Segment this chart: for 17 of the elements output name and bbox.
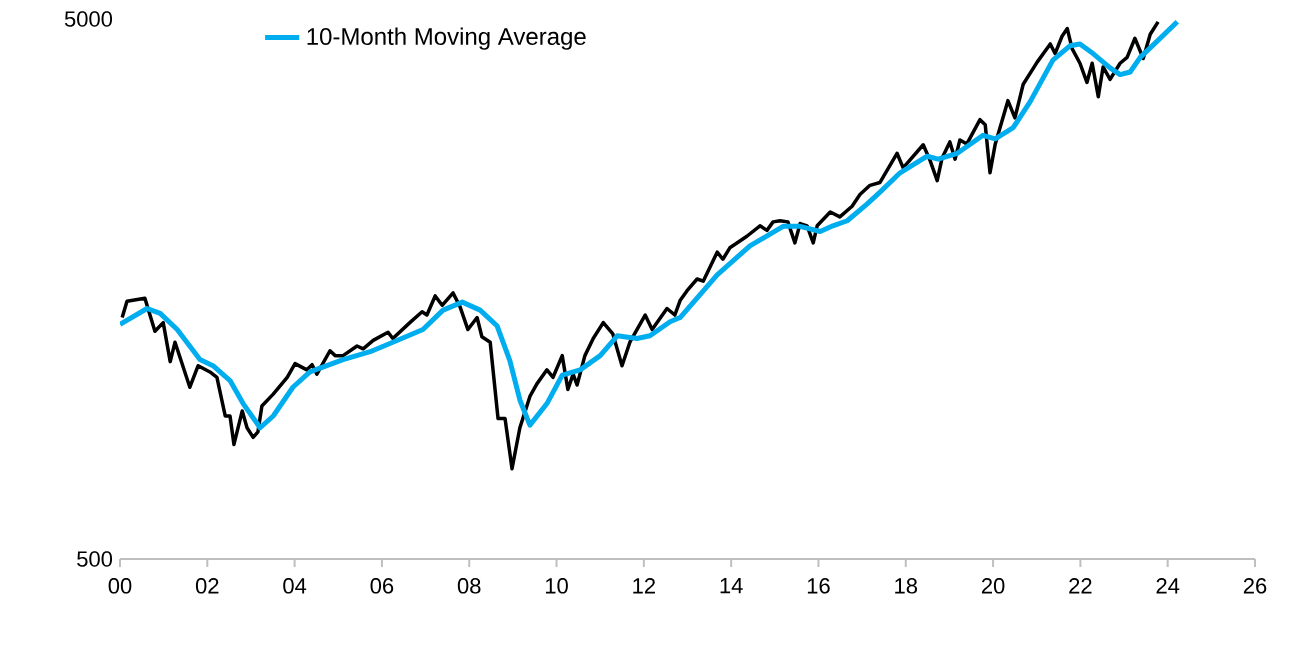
x-tick-label: 08 xyxy=(457,578,481,594)
x-tick-label: 20 xyxy=(981,578,1005,594)
legend-label: 10-Month Moving Average xyxy=(307,27,586,50)
y-tick-label: 500 xyxy=(77,551,113,567)
x-tick-label: 06 xyxy=(370,578,394,594)
x-tick-label: 16 xyxy=(807,578,830,594)
x-tick-label: 22 xyxy=(1069,578,1092,594)
y-tick-label: 5000 xyxy=(64,11,113,27)
x-tick-label: 10 xyxy=(545,578,568,594)
x-tick-label: 02 xyxy=(195,578,219,594)
x-tick-label: 12 xyxy=(633,578,655,594)
x-tick-label: 00 xyxy=(108,578,132,594)
x-tick-label: 26 xyxy=(1243,578,1267,594)
x-tick-label: 04 xyxy=(283,578,307,594)
x-tick-label: 18 xyxy=(895,578,918,594)
x-tick-label: 24 xyxy=(1156,578,1180,594)
x-tick-label: 14 xyxy=(720,578,743,594)
